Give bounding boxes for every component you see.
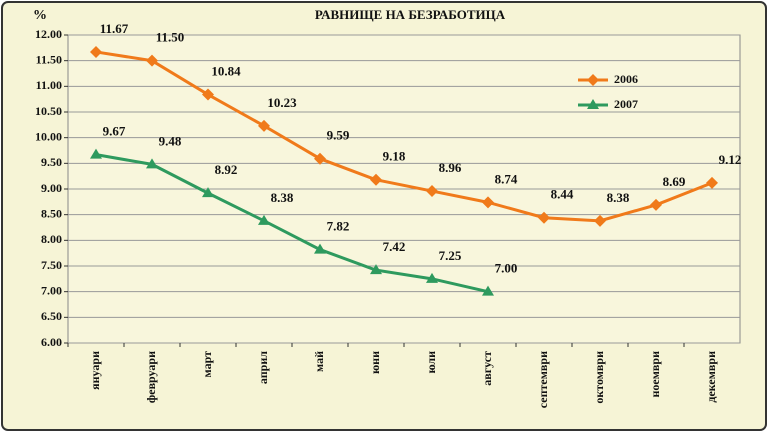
data-label: 8.74 xyxy=(495,171,518,186)
x-tick-label: февруари xyxy=(144,351,158,403)
y-tick-label: 8.00 xyxy=(41,232,62,246)
data-label: 8.44 xyxy=(551,187,574,202)
data-label: 8.38 xyxy=(607,190,630,205)
data-label: 9.59 xyxy=(327,128,350,143)
point xyxy=(202,187,214,198)
x-tick-label: август xyxy=(480,351,494,386)
point xyxy=(314,243,326,254)
y-tick-label: 11.00 xyxy=(36,78,62,92)
y-tick-label: 7.00 xyxy=(41,283,62,297)
data-label: 8.92 xyxy=(215,162,238,177)
x-tick-label: юли xyxy=(424,351,438,374)
y-tick-label: 9.50 xyxy=(41,155,62,169)
point xyxy=(482,285,494,296)
y-tick-label: 10.50 xyxy=(35,104,62,118)
point xyxy=(146,158,158,169)
data-label: 7.82 xyxy=(327,219,350,234)
point xyxy=(370,264,382,275)
point xyxy=(258,214,270,225)
data-label: 7.00 xyxy=(495,261,518,276)
x-tick-label: юни xyxy=(368,351,382,374)
series-line xyxy=(95,153,489,294)
point xyxy=(314,152,326,165)
x-tick-label: януари xyxy=(88,351,102,390)
x-tick-label: октомври xyxy=(592,351,606,404)
data-label: 8.38 xyxy=(271,190,294,205)
x-tick-label: март xyxy=(200,351,214,378)
data-label: 8.69 xyxy=(663,174,686,189)
point xyxy=(706,176,718,189)
y-tick-label: 8.50 xyxy=(41,206,62,220)
point xyxy=(650,198,662,211)
data-label: 11.50 xyxy=(156,30,185,45)
point xyxy=(258,119,270,132)
legend-label: 2006 xyxy=(614,72,638,86)
series-line xyxy=(95,50,713,223)
point xyxy=(370,173,382,186)
point xyxy=(587,99,599,109)
x-tick-label: май xyxy=(312,351,326,372)
point xyxy=(538,211,550,224)
chart-title: РАВНИЩЕ НА БЕЗРАБОТИЦА xyxy=(315,7,506,22)
y-axis-label: % xyxy=(33,8,47,23)
point xyxy=(90,45,102,58)
x-tick-label: ноември xyxy=(648,351,662,398)
point xyxy=(594,214,606,227)
data-label: 7.42 xyxy=(383,239,406,254)
y-tick-label: 6.50 xyxy=(41,309,62,323)
y-tick-label: 10.00 xyxy=(35,129,62,143)
point xyxy=(426,272,438,283)
y-tick-label: 11.50 xyxy=(36,52,62,66)
point xyxy=(426,185,438,198)
data-label: 7.25 xyxy=(439,248,462,263)
data-label: 10.84 xyxy=(211,64,241,79)
y-tick-label: 7.50 xyxy=(41,258,62,272)
data-label: 9.67 xyxy=(103,124,126,139)
x-tick-label: април xyxy=(256,351,270,384)
x-tick-label: септември xyxy=(536,351,550,408)
data-label: 10.23 xyxy=(267,95,297,110)
y-tick-label: 12.00 xyxy=(35,27,62,41)
x-tick-label: декември xyxy=(704,351,718,403)
data-label: 9.18 xyxy=(383,149,406,164)
data-label: 9.12 xyxy=(719,152,742,167)
y-tick-label: 9.00 xyxy=(41,181,62,195)
point xyxy=(482,196,494,209)
point xyxy=(90,148,102,159)
point xyxy=(587,74,599,86)
point xyxy=(202,88,214,101)
data-label: 8.96 xyxy=(439,160,462,175)
point xyxy=(146,54,158,67)
data-label: 11.67 xyxy=(100,21,129,36)
data-label: 9.48 xyxy=(159,133,182,148)
legend-label: 2007 xyxy=(614,97,638,111)
y-tick-label: 6.00 xyxy=(41,335,62,349)
